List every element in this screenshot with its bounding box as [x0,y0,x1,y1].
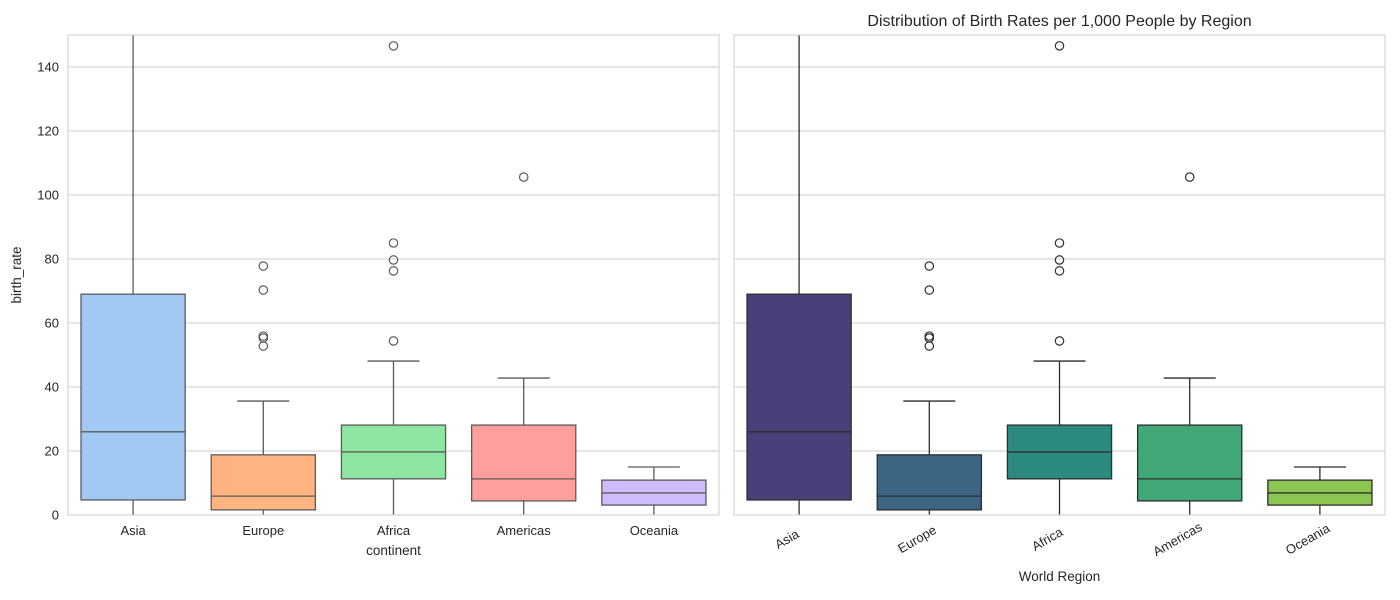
x-tick-label: Europe [895,522,939,556]
iqr-box [470,424,577,502]
outlier-point [388,336,399,346]
x-tick-label: Asia [772,526,802,552]
x-tick-label: Oceania [630,523,679,538]
iqr-box [210,454,317,511]
left-x-axis-label: continent [366,543,421,558]
left-x-tick-labels: Asia Europe Africa Americas Oceania [120,523,678,538]
box-americas [470,172,577,515]
outlier-point [258,341,269,351]
box-oceania [601,466,707,515]
x-tick-label: Asia [120,523,146,538]
y-tick-label: 0 [52,508,59,523]
right-axes-frame [733,34,1386,516]
box-oceania [1267,466,1373,515]
outlier-point [388,255,399,265]
right-x-tick-labels: Asia Europe Africa Americas Oceania [772,519,1333,559]
outlier-point [924,261,935,271]
outlier-point [924,331,935,341]
left-boxplot-panel: 0 20 40 60 80 100 120 140 Asia Europe Africa Ameri… [9,34,720,558]
box-americas [1136,172,1243,515]
outlier-point [518,172,529,182]
left-y-axis-label: birth_rate [9,246,24,303]
outlier-point [1054,255,1065,265]
outlier-point [388,41,399,51]
outlier-point [258,331,269,341]
y-tick-label: 60 [45,316,59,331]
box-africa [340,41,447,515]
right-chart-title: Distribution of Birth Rates per 1,000 Pe… [867,13,1251,30]
box-europe [876,261,983,515]
outlier-point [924,341,935,351]
y-tick-label: 140 [37,60,59,75]
y-tick-label: 20 [45,444,59,459]
iqr-box [80,293,186,501]
iqr-box [746,293,852,501]
x-tick-label: Americas [1150,519,1205,559]
x-tick-label: Africa [377,523,411,538]
x-tick-label: Oceania [1283,520,1333,558]
outlier-point [388,266,399,276]
iqr-box [1136,424,1243,502]
box-asia [80,35,186,515]
x-tick-label: Europe [242,523,284,538]
outlier-point [258,285,269,295]
outlier-point [258,261,269,271]
right-x-axis-label: World Region [1019,569,1101,584]
outlier-point [1054,238,1065,248]
y-tick-label: 80 [45,252,59,267]
outlier-point [1184,172,1195,182]
x-tick-label: Africa [1029,524,1066,554]
left-axes-frame [67,34,720,516]
outlier-point [924,285,935,295]
y-tick-label: 40 [45,380,59,395]
iqr-box [876,454,983,511]
x-tick-label: Americas [497,523,552,538]
right-boxplot-panel: Asia Europe Africa Americas Oceania World Re… [733,13,1386,584]
right-boxes [746,35,1373,515]
outlier-point [1054,266,1065,276]
box-asia [746,35,852,515]
box-africa [1006,41,1113,515]
y-tick-label: 100 [37,188,59,203]
outlier-point [388,238,399,248]
outlier-point [258,333,269,343]
box-europe [210,261,317,515]
outlier-point [924,333,935,343]
y-tick-label: 120 [37,124,59,139]
outlier-point [1054,336,1065,346]
left-boxes [80,35,707,515]
outlier-point [1054,41,1065,51]
left-y-tick-labels: 0 20 40 60 80 100 120 140 [37,60,59,523]
